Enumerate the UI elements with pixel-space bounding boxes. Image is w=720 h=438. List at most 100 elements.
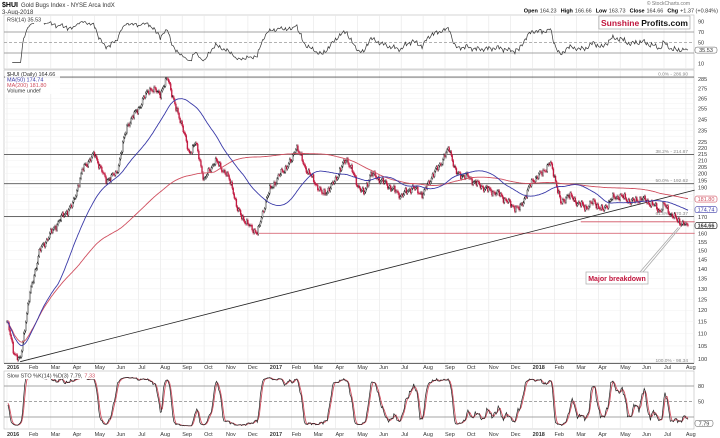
- price-candle-body: [364, 191, 366, 194]
- month-label: Sep: [182, 432, 192, 438]
- price-candle-body: [183, 131, 185, 134]
- price-candle-body: [602, 208, 605, 211]
- price-candle-body: [211, 165, 214, 168]
- price-candle-body: [177, 108, 179, 114]
- price-candle-body: [17, 357, 20, 361]
- price-candle-body: [596, 204, 598, 209]
- price-candle-body: [536, 176, 538, 178]
- price-candle-body: [160, 90, 162, 99]
- price-tick-label: 140: [698, 267, 707, 273]
- price-candle-body: [479, 184, 482, 189]
- price-candle-body: [217, 160, 219, 163]
- price-candle-body: [648, 203, 651, 206]
- price-candle-body: [220, 162, 222, 169]
- price-candle-body: [450, 151, 452, 156]
- price-candle-body: [492, 191, 494, 196]
- price-candle-body: [635, 197, 637, 202]
- price-candle-body: [671, 213, 673, 218]
- month-label: Jul: [138, 365, 145, 371]
- price-candle-body: [664, 203, 666, 206]
- price-candle-body: [149, 88, 151, 94]
- month-label: May: [95, 432, 106, 438]
- price-candle-body: [255, 231, 257, 234]
- price-candle-body: [35, 268, 37, 270]
- price-candle-body: [16, 354, 19, 361]
- price-tick-label: 205: [698, 165, 707, 171]
- price-candle-body: [675, 216, 678, 220]
- price-candle-body: [57, 221, 59, 225]
- price-candle-body: [604, 205, 607, 208]
- price-candle-body: [65, 211, 68, 214]
- price-candle-body: [389, 185, 391, 188]
- price-candle-body: [452, 160, 454, 167]
- price-candle-body: [321, 190, 323, 194]
- month-label: Sep: [445, 365, 455, 371]
- price-candle-body: [501, 194, 504, 198]
- price-tick-label: 115: [698, 320, 707, 326]
- price-candle-body: [528, 184, 531, 188]
- price-candle-body: [619, 194, 621, 201]
- month-label: 2018: [533, 365, 545, 371]
- month-label: Aug: [160, 365, 170, 371]
- price-candle-body: [399, 196, 401, 199]
- month-label: Jun: [117, 365, 126, 371]
- price-candle-body: [591, 202, 593, 205]
- price-candle-body: [578, 201, 581, 204]
- price-candle-body: [391, 189, 393, 191]
- price-candle-body: [92, 152, 95, 155]
- price-candle-body: [625, 198, 628, 202]
- price-candle-body: [570, 192, 572, 196]
- price-candle-body: [611, 199, 613, 200]
- price-candle-body: [118, 158, 121, 166]
- price-candle-body: [254, 229, 256, 233]
- price-candle-body: [532, 179, 535, 183]
- price-candle-body: [173, 96, 175, 100]
- month-label: Dec: [248, 432, 258, 438]
- price-candle-body: [104, 173, 106, 177]
- price-candle-body: [206, 174, 208, 177]
- price-candle-body: [115, 171, 118, 173]
- price-candle-body: [69, 204, 72, 208]
- price-candle-body: [500, 193, 502, 196]
- price-candle-body: [329, 187, 331, 192]
- price-candle-body: [608, 201, 610, 209]
- price-candle-body: [502, 197, 505, 203]
- price-candle-body: [301, 153, 303, 161]
- price-candle-body: [498, 190, 500, 196]
- price-tick-label: 150: [698, 249, 707, 255]
- price-candle-body: [365, 188, 367, 193]
- price-candle-body: [176, 108, 178, 111]
- price-candle-body: [515, 206, 517, 212]
- price-candle-body: [204, 177, 206, 179]
- price-candle-body: [114, 171, 117, 176]
- price-candle-body: [685, 223, 687, 225]
- price-candle-body: [392, 187, 394, 190]
- price-candle-body: [427, 181, 429, 185]
- price-candle-body: [666, 205, 668, 208]
- chg-value: +1.37 (+0.84%): [680, 9, 718, 15]
- price-candle-body: [291, 160, 293, 162]
- price-candle-body: [473, 181, 475, 183]
- price-tick-label: 225: [698, 140, 707, 146]
- price-candle-body: [215, 158, 218, 161]
- price-candle-body: [208, 168, 210, 171]
- price-candle-body: [44, 242, 47, 248]
- price-tick-label: 110: [698, 332, 707, 338]
- price-candle-body: [73, 198, 75, 203]
- price-candle-body: [488, 187, 490, 192]
- month-label: May: [95, 365, 106, 371]
- price-candle-body: [592, 199, 594, 205]
- price-candle-body: [9, 329, 11, 336]
- price-candle-body: [445, 152, 447, 157]
- price-candle-body: [390, 185, 392, 191]
- price-candle-body: [383, 181, 386, 184]
- price-candle-body: [681, 223, 683, 226]
- ma50-line: [6, 98, 689, 347]
- price-candle-body: [495, 193, 497, 195]
- price-candle-body: [437, 166, 439, 171]
- price-candle-body: [150, 88, 152, 90]
- price-candle-body: [288, 158, 291, 164]
- price-candle-body: [106, 179, 108, 184]
- rsi-tick-label: 50: [698, 41, 704, 47]
